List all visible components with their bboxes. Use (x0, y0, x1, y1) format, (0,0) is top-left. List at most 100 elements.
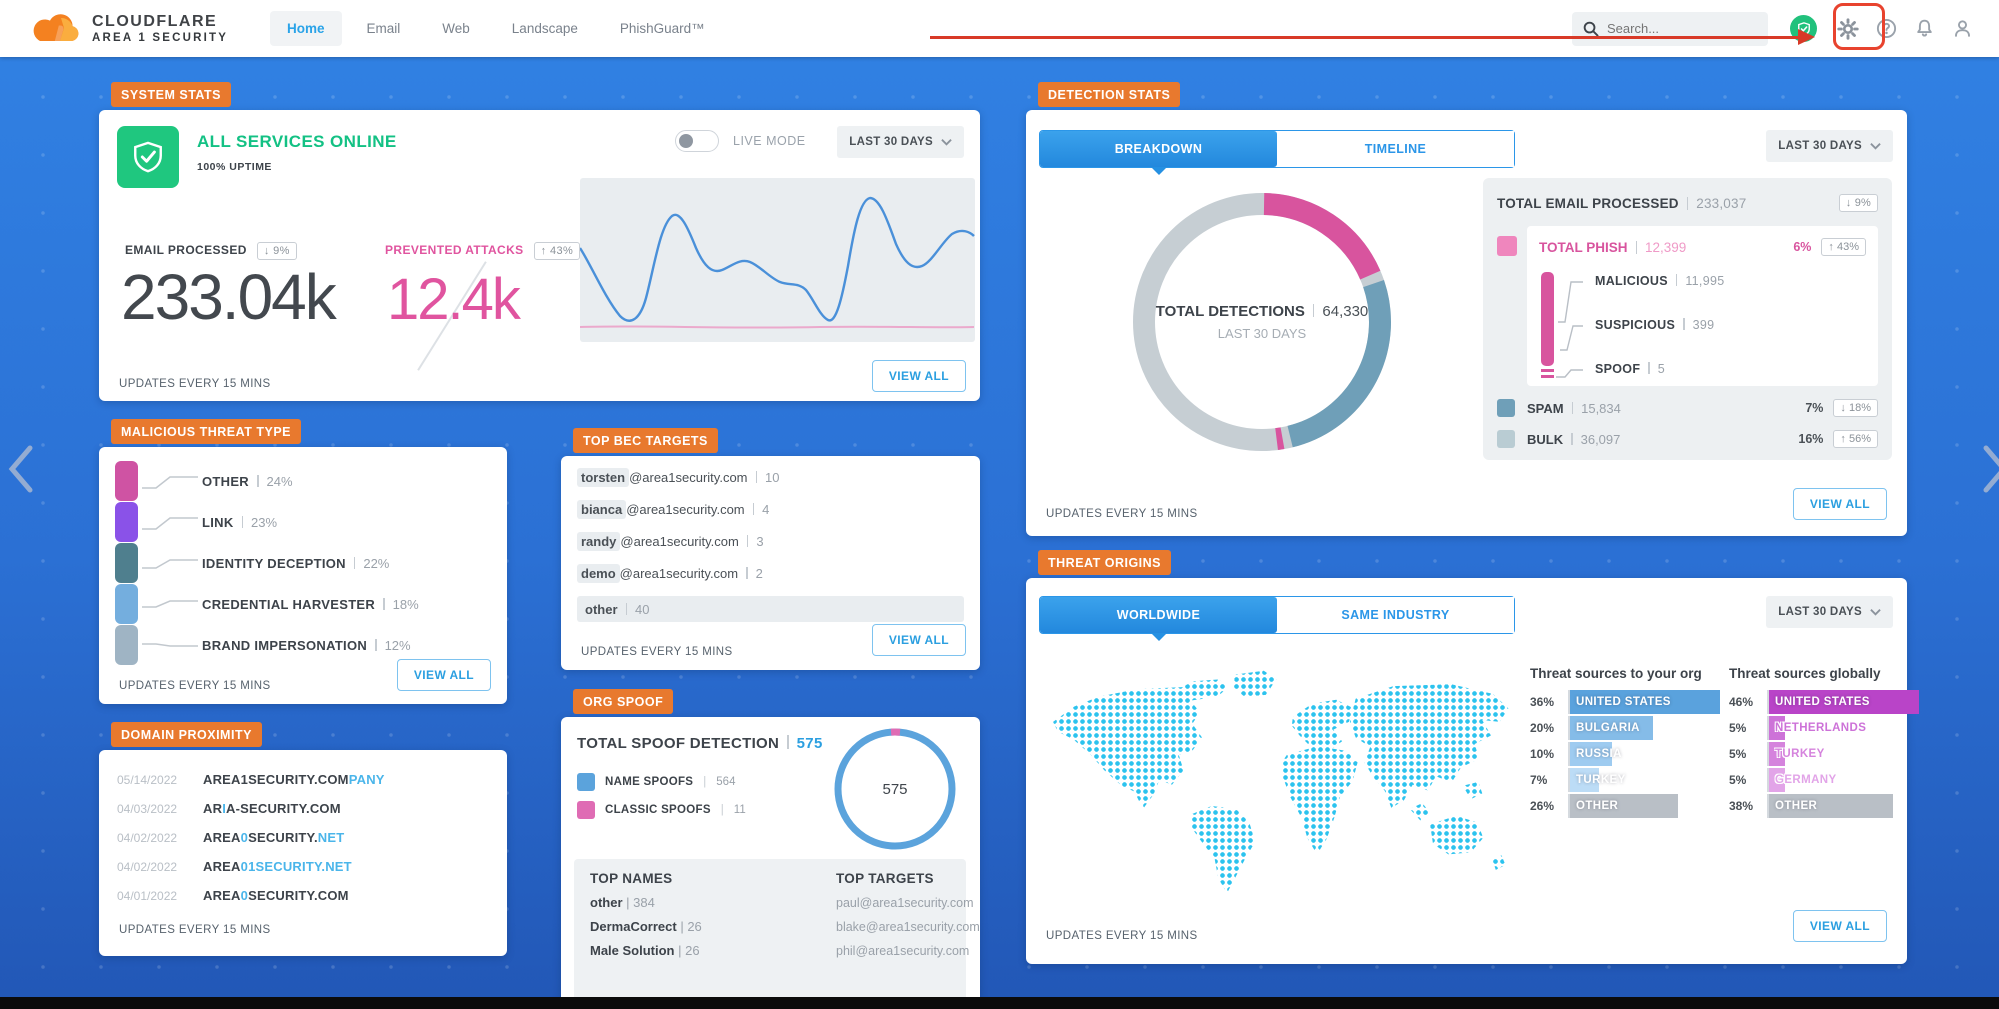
carousel-right-chevron[interactable] (1980, 444, 1999, 494)
nav-phishguard[interactable]: PhishGuard™ (619, 21, 705, 36)
country-bar: TURKEY (1570, 768, 1625, 792)
threat-type-view-all-button[interactable]: VIEW ALL (396, 659, 491, 691)
gear-icon (1837, 17, 1859, 40)
live-mode-label: LIVE MODE (733, 134, 806, 148)
search-box[interactable] (1572, 11, 1768, 46)
account-button[interactable] (1943, 18, 1981, 39)
annotation-highlight-box (1833, 3, 1885, 50)
brand-logo[interactable]: CLOUDFLARE AREA 1 SECURITY (0, 12, 230, 46)
carousel-left-chevron[interactable] (6, 444, 36, 494)
annotation-arrow-line (930, 36, 1802, 39)
phish-pct: 6% (1793, 240, 1812, 254)
notifications-button[interactable] (1905, 18, 1943, 39)
total-email-row: TOTAL EMAIL PROCESSED 233,037 ↓ 9% (1497, 194, 1878, 212)
live-mode-toggle[interactable] (675, 130, 719, 152)
origin-bar-row: 5% TURKEY (1729, 742, 1919, 766)
detection-stats-card: DETECTION STATS BREAKDOWN TIMELINE LAST … (1026, 82, 1907, 536)
system-range-select[interactable]: LAST 30 DAYS (837, 126, 964, 158)
updates-note: UPDATES EVERY 15 MINS (119, 378, 271, 390)
nav-web[interactable]: Web (442, 21, 470, 36)
bec-row[interactable]: bianca @area1security.com 4 (577, 500, 769, 519)
org-spoof-badge: ORG SPOOF (573, 689, 674, 714)
top-names-title: TOP NAMES (590, 871, 673, 886)
domain-proximity-card: DOMAIN PROXIMITY 05/14/2022 AREA1SECURIT… (99, 722, 507, 956)
tab-same-industry[interactable]: SAME INDUSTRY (1277, 597, 1514, 633)
bec-user: demo (577, 564, 620, 583)
spoof-donut-chart (834, 728, 956, 850)
updates-note: UPDATES EVERY 15 MINS (1046, 508, 1198, 520)
origin-bar-row: 5% NETHERLANDS (1729, 716, 1919, 740)
email-trend-line (579, 196, 975, 322)
detection-view-all-button[interactable]: VIEW ALL (1792, 488, 1887, 520)
bec-user: randy (577, 532, 621, 551)
bec-row[interactable]: torsten @area1security.com 10 (577, 468, 779, 487)
origin-bar-row: 36% UNITED STATES (1530, 690, 1720, 714)
origins-view-all-button[interactable]: VIEW ALL (1792, 910, 1887, 942)
origin-bar-row: 10% RUSSIA (1530, 742, 1720, 766)
threat-type-row: OTHER 24% (115, 461, 293, 501)
system-stats-badge: SYSTEM STATS (111, 82, 231, 107)
bec-row[interactable]: demo @area1security.com 2 (577, 564, 763, 583)
domain-row[interactable]: 05/14/2022 AREA1SECURITY.COMPANY (117, 772, 385, 787)
top-name-row: DermaCorrect | 26 (590, 919, 702, 934)
topbar: CLOUDFLARE AREA 1 SECURITY Home Email We… (0, 0, 1999, 57)
tab-breakdown[interactable]: BREAKDOWN (1040, 131, 1277, 175)
country-bar: RUSSIA (1570, 742, 1621, 766)
origin-bar-row: 20% BULGARIA (1530, 716, 1720, 740)
tab-timeline[interactable]: TIMELINE (1277, 131, 1514, 167)
spam-delta: ↓ 18% (1833, 399, 1878, 417)
country-bar: OTHER (1769, 794, 1893, 818)
org-sources-title: Threat sources to your org (1530, 666, 1702, 681)
origins-tabs: WORLDWIDE SAME INDUSTRY (1039, 596, 1515, 641)
connector-line (142, 643, 198, 647)
map-dot-texture (1044, 662, 1530, 894)
country-bar: NETHERLANDS (1769, 716, 1866, 740)
bec-row[interactable]: randy @area1security.com 3 (577, 532, 764, 551)
domain-row[interactable]: 04/02/2022 AREA0SECURITY.NET (117, 830, 345, 845)
country-bar: UNITED STATES (1769, 690, 1919, 714)
bec-targets-card: TOP BEC TARGETS torsten @area1security.co… (561, 428, 980, 670)
bulk-row: BULK 36,097 16% ↑ 56% (1497, 430, 1878, 448)
detections-donut-chart (1133, 193, 1391, 451)
domain-row[interactable]: 04/02/2022 AREA01SECURITY.NET (117, 859, 352, 874)
system-view-all-button[interactable]: VIEW ALL (871, 360, 966, 392)
bec-user: torsten (577, 468, 630, 487)
bottom-black-bar (0, 997, 1999, 1009)
top-target-row: phil@area1security.com (836, 944, 970, 958)
threat-type-card: MALICIOUS THREAT TYPE OTHER 24% LINK 23% I… (99, 419, 507, 704)
uptime-text: 100% UPTIME (197, 161, 272, 173)
country-bar: GERMANY (1769, 768, 1836, 792)
system-stats-card: SYSTEM STATS ALL SERVICES ONLINE 100% UP… (99, 82, 980, 401)
prevented-attacks-delta: ↑ 43% (533, 242, 581, 260)
bulk-delta: ↑ 56% (1833, 430, 1878, 448)
nav-email[interactable]: Email (366, 21, 401, 36)
total-email-delta: ↓ 9% (1838, 194, 1878, 212)
domain-row[interactable]: 04/01/2022 AREA0SECURITY.COM (117, 888, 349, 903)
search-icon (1583, 21, 1599, 37)
phish-delta: ↑ 43% (1821, 238, 1866, 256)
detection-range-select[interactable]: LAST 30 DAYS (1766, 130, 1893, 162)
total-phish-row: TOTAL PHISH 12,399 6% ↑ 43% (1539, 238, 1866, 256)
connector-line (142, 517, 198, 530)
settings-button[interactable] (1829, 17, 1867, 40)
legend-item: CLASSIC SPOOFS | 11 (577, 801, 746, 819)
spoof-detail-box: TOP NAMES other | 384 DermaCorrect | 26 … (574, 859, 980, 1003)
services-status-text: ALL SERVICES ONLINE (197, 132, 397, 151)
nav-home[interactable]: Home (270, 11, 342, 46)
updates-note: UPDATES EVERY 15 MINS (119, 924, 271, 936)
search-input[interactable] (1607, 21, 1747, 36)
tab-worldwide[interactable]: WORLDWIDE (1040, 597, 1277, 641)
threat-type-row: BRAND IMPERSONATION 12% (115, 625, 411, 665)
chevron-down-icon (1870, 143, 1881, 150)
origin-bar-row: 7% TURKEY (1530, 768, 1720, 792)
origins-range-select[interactable]: LAST 30 DAYS (1766, 596, 1893, 628)
nav-landscape[interactable]: Landscape (511, 21, 578, 36)
updates-note: UPDATES EVERY 15 MINS (119, 680, 271, 692)
chevron-down-icon (941, 139, 952, 146)
detection-detail-panel: TOTAL EMAIL PROCESSED 233,037 ↓ 9% TOTAL … (1483, 178, 1892, 460)
swatch (577, 773, 595, 791)
bec-other-row[interactable]: other 40 (577, 596, 964, 622)
swatch (115, 543, 138, 583)
bec-view-all-button[interactable]: VIEW ALL (871, 624, 966, 656)
domain-row[interactable]: 04/03/2022 ARIA-SECURITY.COM (117, 801, 341, 816)
